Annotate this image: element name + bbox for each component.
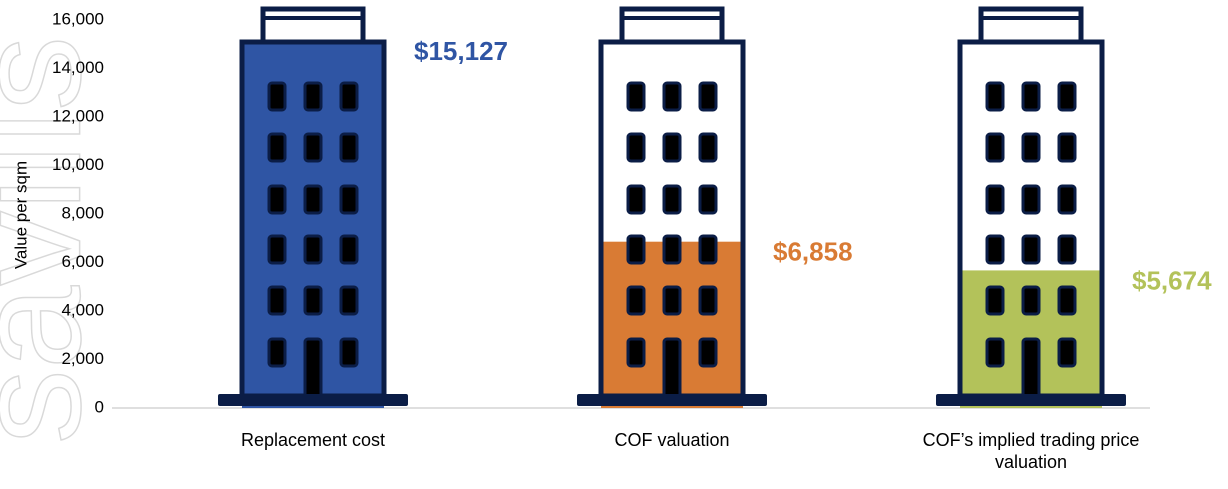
y-tick-label: 10,000 xyxy=(52,155,104,174)
window xyxy=(303,234,323,265)
window xyxy=(985,184,1005,215)
window xyxy=(339,337,359,368)
window xyxy=(698,81,718,112)
window xyxy=(1021,234,1041,265)
window xyxy=(662,81,682,112)
window xyxy=(985,285,1005,316)
y-tick-label: 6,000 xyxy=(61,252,104,271)
window xyxy=(303,132,323,163)
window xyxy=(1057,234,1077,265)
window xyxy=(267,81,287,112)
window xyxy=(339,285,359,316)
window xyxy=(985,132,1005,163)
window xyxy=(662,234,682,265)
door xyxy=(303,337,323,401)
door xyxy=(662,337,682,401)
window xyxy=(303,285,323,316)
window xyxy=(339,184,359,215)
window xyxy=(267,285,287,316)
value-label: $5,674 xyxy=(1132,265,1212,295)
window xyxy=(1021,81,1041,112)
window xyxy=(698,234,718,265)
window xyxy=(985,81,1005,112)
building-base xyxy=(936,394,1126,406)
window xyxy=(1021,132,1041,163)
y-tick-label: 16,000 xyxy=(52,9,104,28)
window xyxy=(1057,337,1077,368)
watermark: savills xyxy=(0,36,112,444)
window xyxy=(1021,285,1041,316)
window xyxy=(1021,184,1041,215)
y-tick-label: 0 xyxy=(95,397,104,416)
x-tick-label: Replacement cost xyxy=(240,430,386,450)
window xyxy=(985,234,1005,265)
window xyxy=(662,285,682,316)
y-tick-label: 2,000 xyxy=(61,349,104,368)
x-tick-label: COF valuation xyxy=(614,430,730,450)
window xyxy=(698,184,718,215)
window xyxy=(626,285,646,316)
y-tick-label: 12,000 xyxy=(52,106,104,125)
window xyxy=(1057,184,1077,215)
y-tick-label: 14,000 xyxy=(52,58,104,77)
building-roof xyxy=(978,6,1084,45)
window xyxy=(303,81,323,112)
window xyxy=(662,184,682,215)
building-roof xyxy=(260,6,366,45)
window xyxy=(267,132,287,163)
window xyxy=(626,337,646,368)
value-label: $6,858 xyxy=(773,237,853,267)
window xyxy=(267,184,287,215)
x-tick-label: COF’s implied trading price valuation xyxy=(922,430,1140,472)
window xyxy=(267,234,287,265)
window xyxy=(698,337,718,368)
window xyxy=(339,132,359,163)
building-base xyxy=(577,394,767,406)
window xyxy=(626,234,646,265)
building-base xyxy=(218,394,408,406)
window xyxy=(303,184,323,215)
window xyxy=(662,132,682,163)
window xyxy=(698,285,718,316)
window xyxy=(339,234,359,265)
value-label: $15,127 xyxy=(414,36,508,66)
door xyxy=(1021,337,1041,401)
window xyxy=(267,337,287,368)
window xyxy=(626,184,646,215)
window xyxy=(1057,81,1077,112)
y-tick-label: 8,000 xyxy=(61,203,104,222)
window xyxy=(626,81,646,112)
building-roof xyxy=(619,6,725,45)
y-tick-label: 4,000 xyxy=(61,300,104,319)
window xyxy=(1057,285,1077,316)
window xyxy=(626,132,646,163)
window xyxy=(698,132,718,163)
window xyxy=(985,337,1005,368)
window xyxy=(339,81,359,112)
window xyxy=(1057,132,1077,163)
y-axis-title: Value per sqm xyxy=(11,161,30,269)
